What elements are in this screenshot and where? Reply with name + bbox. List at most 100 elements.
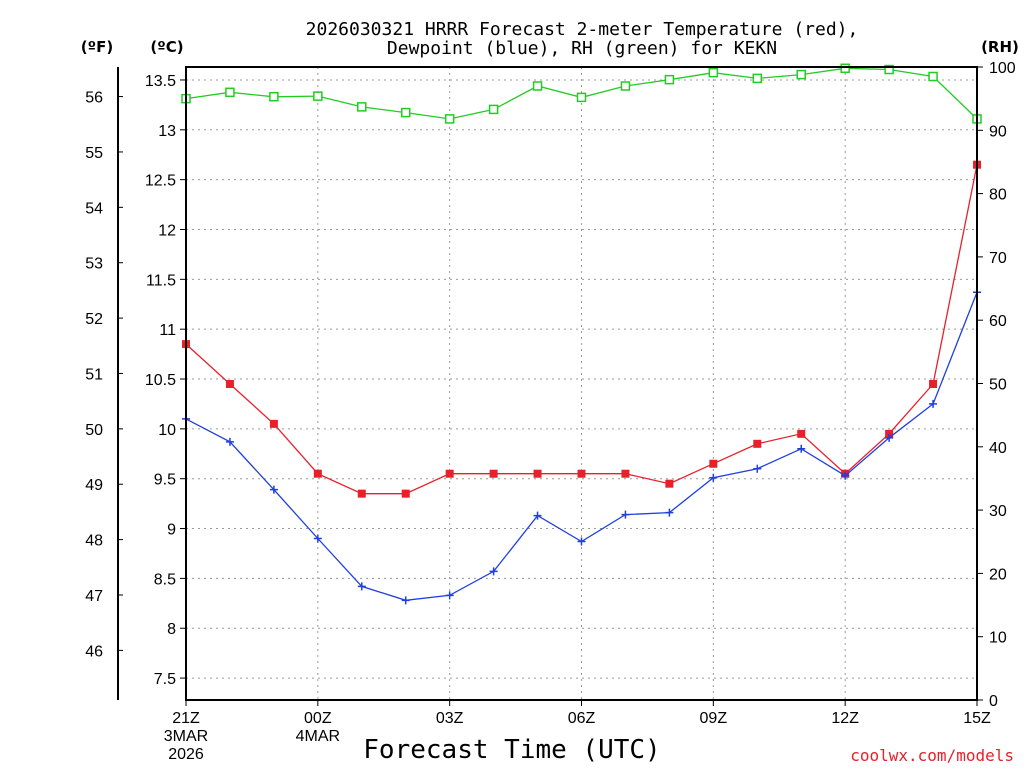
dewpoint-point: [445, 591, 454, 600]
fahrenheit-tick-label: 50: [85, 422, 103, 439]
dewpoint-point: [401, 596, 410, 605]
chart-title-line-1: 2026030321 HRRR Forecast 2-meter Tempera…: [306, 19, 859, 40]
rh-point: [620, 81, 631, 91]
temperature-point: [357, 489, 366, 498]
temperature-point: [533, 469, 542, 478]
plot-frame: [185, 66, 978, 701]
dewpoint-point: [709, 473, 718, 482]
celsius-tick-label: 12.5: [145, 173, 176, 190]
celsius-tick-label: 9.5: [154, 472, 176, 489]
x-axis-title: Forecast Time (UTC): [363, 735, 660, 765]
fahrenheit-unit-label: (ºF): [81, 38, 113, 56]
dewpoint-point: [753, 464, 762, 473]
temperature-point: [577, 469, 586, 478]
chart-title-line-2: Dewpoint (blue), RH (green) for KEKN: [387, 38, 777, 59]
dewpoint-point: [225, 437, 234, 446]
celsius-tick-label: 10.5: [145, 372, 176, 389]
temperature-point: [445, 469, 454, 478]
rh-point: [313, 91, 323, 101]
rh-point: [752, 73, 763, 84]
celsius-tick-label: 13.5: [145, 73, 176, 90]
celsius-tick-label: 11: [159, 322, 176, 339]
temperature-point: [929, 379, 938, 388]
temperature-point: [225, 379, 234, 388]
dewpoint-point: [357, 582, 366, 591]
rh-tick-label: 100: [989, 60, 1016, 77]
fahrenheit-tick-label: 47: [85, 588, 103, 605]
dewpoint-point: [489, 567, 498, 576]
celsius-unit-label: (ºC): [150, 38, 183, 56]
temperature-point: [621, 469, 630, 478]
dewpoint-point: [577, 537, 586, 546]
temperature-point: [797, 429, 806, 438]
dewpoint-point: [313, 534, 322, 543]
rh-tick-label: 20: [989, 566, 1007, 583]
x-tick-date-label: 4MAR: [296, 728, 340, 745]
celsius-tick-label: 8: [167, 621, 176, 638]
rh-tick-label: 60: [989, 313, 1007, 330]
rh-point: [532, 81, 543, 91]
celsius-tick-label: 12: [158, 222, 176, 239]
fahrenheit-tick-label: 48: [85, 533, 103, 550]
rh-point: [400, 107, 411, 118]
x-tick-label: 09Z: [700, 710, 728, 727]
fahrenheit-tick-label: 49: [85, 477, 103, 494]
temperature-point: [489, 469, 498, 478]
temperature-point: [753, 439, 762, 448]
dewpoint-point: [797, 444, 806, 453]
rh-point: [664, 74, 675, 85]
dewpoint-point: [929, 399, 938, 408]
rh-tick-label: 0: [989, 693, 998, 710]
rh-tick-label: 40: [989, 440, 1007, 457]
rh-tick-label: 70: [989, 250, 1007, 267]
rh-point: [928, 71, 938, 82]
rh-tick-label: 50: [989, 377, 1007, 394]
fahrenheit-tick-label: 46: [85, 643, 103, 660]
x-tick-date-label: 2026: [168, 746, 204, 763]
dewpoint-point: [533, 511, 542, 520]
rh-point: [269, 92, 279, 102]
celsius-tick-label: 9: [167, 522, 176, 539]
dewpoint-point: [269, 485, 278, 494]
x-tick-label: 00Z: [304, 710, 332, 727]
celsius-tick-label: 13: [158, 123, 176, 140]
temperature-point: [665, 479, 674, 488]
rh-point: [708, 67, 719, 78]
rh-point: [488, 104, 499, 115]
x-tick-label: 15Z: [963, 710, 991, 727]
fahrenheit-tick-label: 55: [85, 145, 103, 162]
celsius-tick-label: 8.5: [154, 571, 176, 588]
axis-ticks: 7.5 8 8.5 9 9.5 10 10.5 11 11.5 12 12.5 13 13.5 46 47 4…: [85, 60, 1016, 763]
grid-lines: [186, 67, 977, 700]
rh-point: [444, 114, 455, 124]
x-tick-label: 06Z: [568, 710, 596, 727]
rh-point: [576, 92, 587, 103]
x-tick-label: 21Z: [172, 710, 200, 727]
x-tick-label: 12Z: [831, 710, 859, 727]
dewpoint-point: [665, 508, 674, 517]
dewpoint-point: [621, 510, 630, 519]
rh-point: [357, 102, 367, 112]
celsius-tick-label: 11.5: [146, 272, 176, 289]
rh-tick-label: 30: [989, 503, 1007, 520]
celsius-tick-label: 10: [158, 422, 176, 439]
rh-point: [840, 63, 850, 74]
temperature-point: [313, 469, 322, 478]
credit-text: coolwx.com/models: [850, 746, 1014, 765]
fahrenheit-tick-label: 54: [85, 200, 103, 217]
rh-tick-label: 90: [989, 123, 1007, 140]
fahrenheit-tick-label: 56: [85, 90, 103, 107]
x-tick-label: 03Z: [436, 710, 464, 727]
rh-tick-label: 80: [989, 187, 1007, 204]
rh-point: [884, 64, 894, 75]
dewpoint-point: [841, 471, 850, 480]
dewpoint-point: [885, 433, 894, 442]
temperature-point: [401, 489, 410, 498]
temperature-point: [709, 459, 718, 468]
rh-tick-label: 10: [989, 630, 1007, 647]
fahrenheit-tick-label: 51: [85, 366, 103, 383]
temperature-point: [269, 419, 278, 428]
rh-unit-label: (RH): [981, 38, 1019, 56]
fahrenheit-tick-label: 53: [85, 256, 103, 273]
